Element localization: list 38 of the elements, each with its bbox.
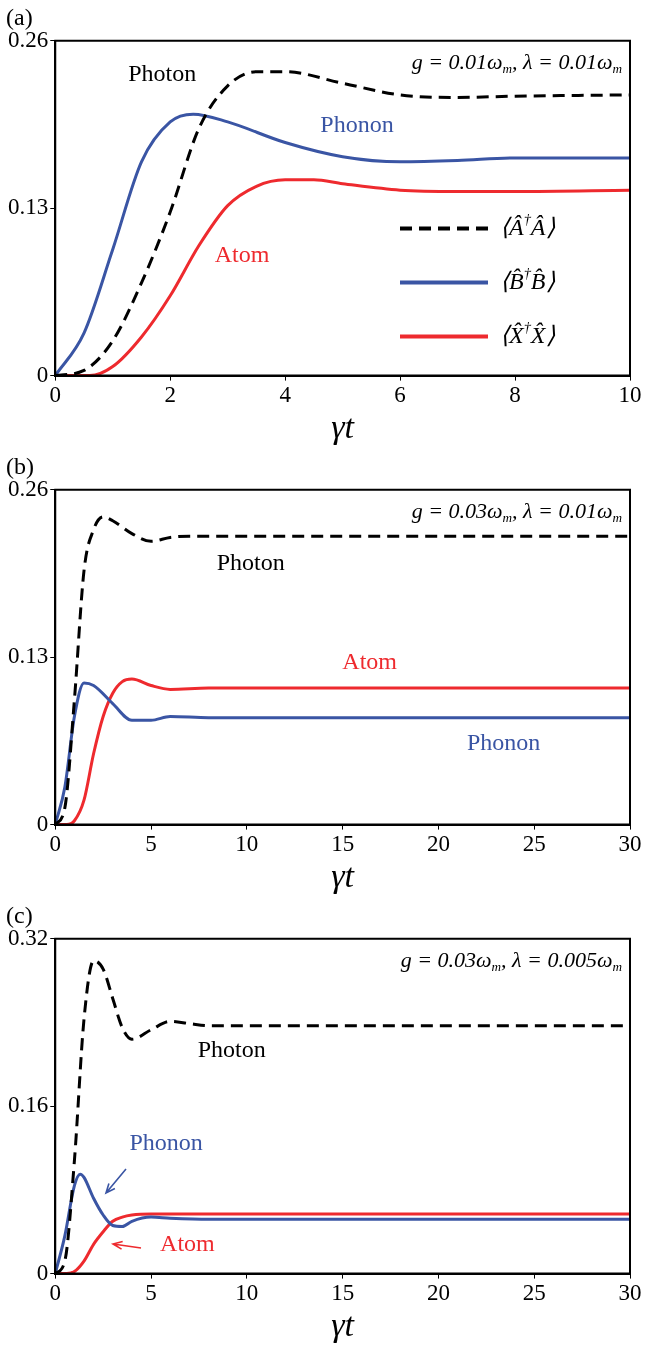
x-tick-label: 10: [618, 382, 642, 408]
x-tick-label: 8: [509, 382, 521, 408]
x-tick-label: 20: [426, 1280, 450, 1306]
y-tick-label: 0.16: [8, 1092, 49, 1118]
y-tick-label: 0.13: [8, 643, 49, 669]
x-tick-label: 2: [164, 382, 176, 408]
x-tick-label: 20: [426, 831, 450, 857]
x-axis-title: γt: [331, 856, 356, 894]
x-tick-label: 25: [522, 1280, 546, 1306]
x-tick-label: 10: [235, 1280, 259, 1306]
annotation: Phonon: [320, 111, 394, 138]
x-tick-label: 5: [145, 831, 157, 857]
annotation: Atom: [214, 241, 270, 268]
annotation: Atom: [160, 1229, 216, 1256]
annotation: Photon: [197, 1035, 266, 1062]
x-tick-label: 4: [279, 382, 292, 408]
legend-label: ⟨B̂†B̂⟩: [500, 264, 556, 294]
x-tick-label: 15: [331, 831, 355, 857]
y-tick-label: 0: [36, 810, 49, 836]
annotation: Photon: [216, 548, 285, 575]
annotation: Atom: [342, 647, 398, 674]
y-tick-label: 0: [36, 1259, 49, 1285]
x-tick-label: 15: [331, 1280, 355, 1306]
x-axis-title: γt: [331, 407, 356, 445]
x-tick-label: 10: [235, 831, 259, 857]
annotation: Photon: [128, 59, 197, 86]
annotation: Phonon: [129, 1128, 203, 1155]
x-tick-label: 30: [618, 1280, 642, 1306]
annotation: Phonon: [466, 728, 541, 755]
x-axis-title: γt: [331, 1305, 356, 1343]
x-tick-label: 5: [145, 1280, 157, 1306]
legend-label: ⟨X̂†X̂⟩: [500, 318, 556, 348]
x-tick-label: 25: [522, 831, 546, 857]
y-tick-label: 0: [36, 361, 49, 387]
x-tick-label: 30: [618, 831, 642, 857]
x-tick-label: 6: [394, 382, 406, 408]
y-tick-label: 0.13: [8, 194, 49, 220]
legend-label: ⟨Â†Â⟩: [500, 210, 556, 240]
